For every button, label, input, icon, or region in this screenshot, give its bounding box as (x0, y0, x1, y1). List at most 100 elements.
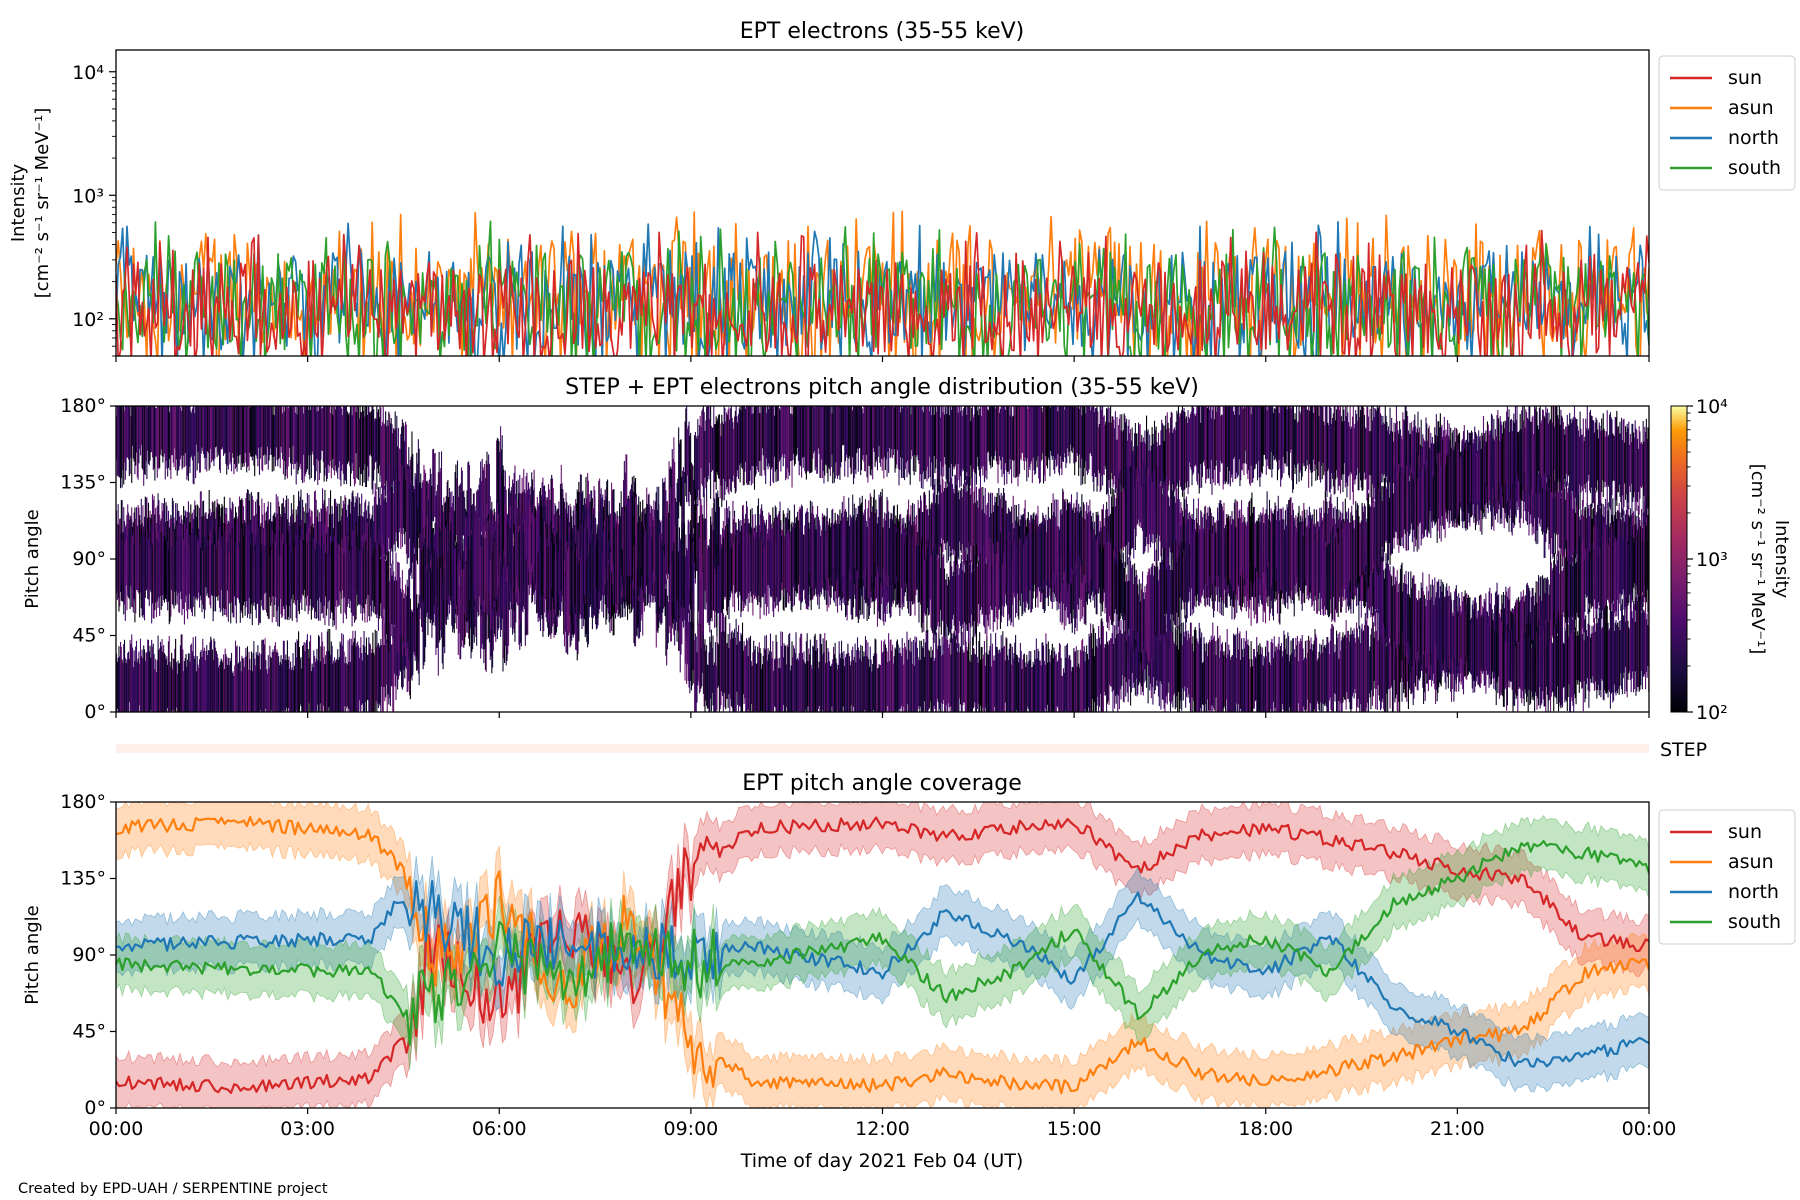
pad-cell (811, 501, 813, 600)
pad-cell (669, 568, 671, 627)
pad-cell (182, 525, 184, 610)
pad-cell (362, 517, 364, 564)
pad-cell (967, 406, 970, 488)
pad-cell (1017, 406, 1019, 487)
pad-cell (634, 568, 636, 647)
pad-cell (848, 497, 850, 598)
pad-cell (118, 524, 120, 612)
pad-cell (873, 489, 875, 588)
pad-cell (766, 533, 768, 607)
pad-cell (175, 526, 177, 606)
pad-cell (254, 658, 256, 712)
pad-cell (272, 543, 274, 597)
pad-cell (305, 406, 307, 474)
pad-cell (280, 541, 282, 615)
pad-cell (322, 536, 324, 613)
pad-cell (882, 406, 884, 460)
pad-cell (695, 436, 697, 500)
pad-cell (824, 526, 826, 574)
pad-cell (953, 560, 955, 626)
pad-cell (524, 549, 526, 646)
pad-cell (391, 486, 393, 552)
pad-cell (622, 506, 624, 550)
pad-cell (265, 660, 267, 709)
pad-cell (930, 406, 932, 487)
pad-cell (300, 539, 302, 600)
pad-cell (864, 406, 867, 472)
pad-cell (296, 529, 298, 623)
pad-cell (1093, 406, 1095, 492)
pad-cell (897, 644, 899, 712)
pad-cell (1082, 526, 1084, 617)
pad-cell (889, 639, 891, 712)
pad-cell (130, 416, 132, 458)
pad-cell (866, 534, 868, 621)
pad-cell (944, 481, 946, 550)
pad-cell (353, 638, 356, 712)
pad-cell (689, 435, 691, 492)
pad-cell (826, 662, 828, 712)
pad-cell (290, 661, 292, 712)
pad-cell (769, 538, 771, 588)
pad-cell (551, 474, 553, 570)
pad-cell (399, 622, 401, 671)
pad-cell (1048, 406, 1050, 460)
pad-cell (1016, 406, 1018, 477)
pad-cell (733, 428, 735, 476)
pad-cell (830, 665, 832, 712)
pad-cell (951, 477, 953, 556)
pad-cell (460, 559, 462, 660)
pad-cell (1021, 516, 1023, 617)
pad-cell (471, 505, 473, 551)
pad-cell (1031, 515, 1033, 613)
pad-cell (476, 519, 478, 612)
pad-cell (494, 541, 496, 598)
pad-cell (740, 410, 742, 464)
pad-cell (342, 406, 344, 474)
pad-cell (388, 551, 390, 653)
pad-cell (868, 517, 871, 581)
pad-cell (564, 575, 566, 632)
pad-cell (551, 567, 553, 634)
pad-cell (847, 643, 849, 712)
pad-cell (367, 549, 369, 596)
pad-cell (975, 406, 977, 474)
pad-cell (363, 631, 365, 712)
pad-cell (938, 546, 940, 635)
intensity-title: EPT electrons (35-55 keV) (740, 19, 1025, 44)
pad-cell (223, 406, 225, 454)
pad-cell (717, 642, 719, 688)
pad-cell (964, 551, 966, 644)
pad-cell (129, 517, 131, 609)
pad-cell (1008, 406, 1010, 475)
pad-cell (809, 528, 811, 573)
pad-cell (515, 499, 517, 577)
intensity-legend[interactable]: sun asun north south (1658, 55, 1796, 191)
pad-cell (382, 406, 384, 507)
pad-cell (415, 479, 417, 556)
pad-cell (994, 660, 996, 707)
pad-cell (496, 437, 498, 530)
pad-cell (920, 543, 922, 605)
pad-cell (725, 550, 727, 597)
pad-cell (206, 406, 208, 472)
pad-cell (808, 648, 810, 712)
pad-cell (1096, 406, 1098, 492)
pad-cell (1030, 406, 1032, 464)
pad-cell (1005, 637, 1007, 712)
pad-cell (773, 524, 776, 602)
pad-cell (1084, 519, 1086, 576)
pad-cell (1054, 406, 1056, 474)
pad-cell (362, 410, 364, 470)
pad-cell (485, 460, 487, 549)
pad-cell (904, 406, 906, 469)
pad-cell (310, 539, 312, 599)
pad-cell (306, 634, 308, 712)
pad-cell (501, 476, 503, 576)
pad-cell (736, 416, 738, 477)
pad-cell (955, 555, 957, 631)
pad-cell (796, 406, 798, 455)
pad-cell (726, 412, 728, 490)
pad-cell (145, 406, 147, 462)
pad-cell (1027, 527, 1029, 610)
